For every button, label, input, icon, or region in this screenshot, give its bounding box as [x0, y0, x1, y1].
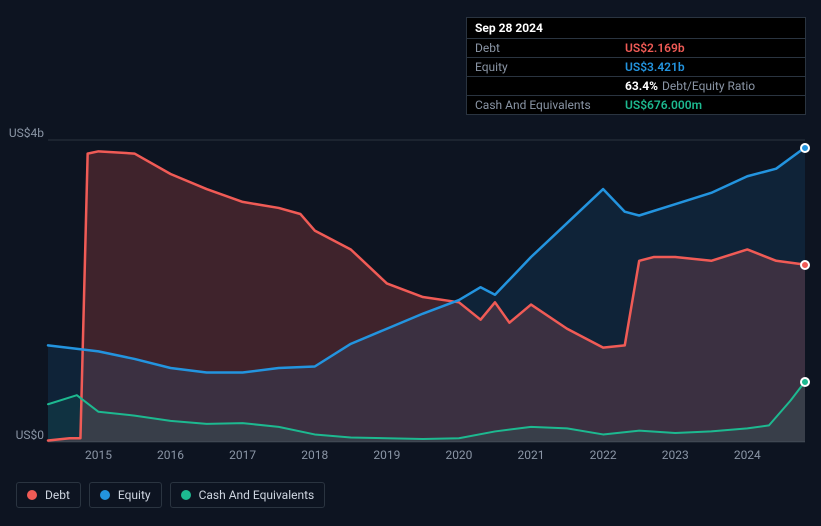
tooltip-row-cash: Cash And Equivalents US$676.000m: [467, 96, 805, 114]
tooltip-row-debt: Debt US$2.169b: [467, 39, 805, 58]
tooltip-row-equity: Equity US$3.421b: [467, 58, 805, 77]
legend-item-debt[interactable]: Debt: [16, 482, 81, 508]
x-axis-label: 2016: [157, 448, 184, 462]
tooltip-label: Debt: [475, 42, 625, 54]
legend-label: Cash And Equivalents: [199, 488, 315, 502]
series-endpoint-equity: [800, 143, 810, 153]
x-axis-label: 2022: [590, 448, 617, 462]
tooltip-row-ratio: 63.4%Debt/Equity Ratio: [467, 77, 805, 96]
tooltip: Sep 28 2024 Debt US$2.169b Equity US$3.4…: [466, 17, 806, 115]
x-axis-label: 2021: [518, 448, 545, 462]
legend-swatch: [27, 490, 37, 500]
y-axis-label: US$4b: [4, 126, 44, 140]
tooltip-label: Cash And Equivalents: [475, 99, 625, 111]
legend-label: Equity: [118, 488, 151, 502]
tooltip-value: US$3.421b: [625, 61, 685, 73]
x-axis-label: 2023: [662, 448, 689, 462]
tooltip-value: US$2.169b: [625, 42, 685, 54]
legend-label: Debt: [45, 488, 70, 502]
tooltip-date: Sep 28 2024: [467, 18, 805, 39]
x-axis-label: 2018: [301, 448, 328, 462]
tooltip-value: US$676.000m: [625, 99, 702, 111]
x-axis-label: 2015: [85, 448, 112, 462]
series-endpoint-debt: [800, 260, 810, 270]
legend-swatch: [100, 490, 110, 500]
legend-item-cash[interactable]: Cash And Equivalents: [170, 482, 326, 508]
y-axis-label: US$0: [4, 428, 44, 442]
x-axis-label: 2020: [445, 448, 472, 462]
tooltip-label: Equity: [475, 61, 625, 73]
x-axis-label: 2024: [734, 448, 761, 462]
series-endpoint-cash: [800, 377, 810, 387]
tooltip-ratio: 63.4%Debt/Equity Ratio: [625, 80, 755, 92]
legend-item-equity[interactable]: Equity: [89, 482, 162, 508]
legend-swatch: [181, 490, 191, 500]
x-axis-label: 2019: [373, 448, 400, 462]
x-axis-label: 2017: [229, 448, 256, 462]
legend: Debt Equity Cash And Equivalents: [16, 482, 325, 508]
